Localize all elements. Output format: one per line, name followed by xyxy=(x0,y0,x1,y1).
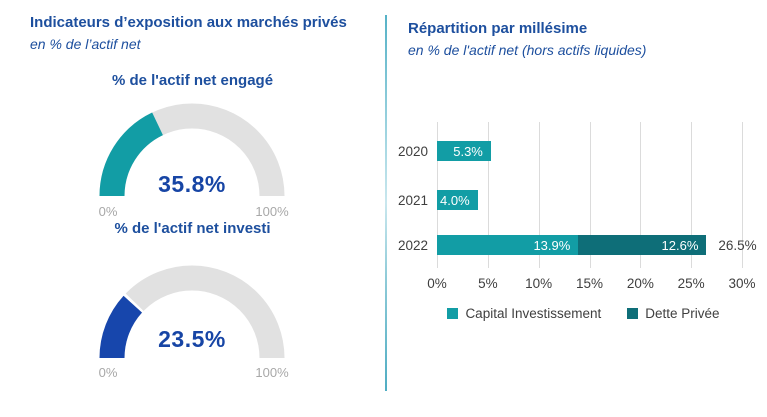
gridline xyxy=(538,122,540,268)
gridline xyxy=(742,122,743,268)
year-label-2022: 2022 xyxy=(397,238,428,253)
left-panel-title: Indicateurs d’exposition aux marchés pri… xyxy=(30,14,347,31)
legend-item: Dette Privée xyxy=(627,306,720,321)
gridline xyxy=(487,122,489,268)
private-markets-panel: Indicateurs d’exposition aux marchés pri… xyxy=(30,14,347,380)
bar-value-label: 5.3% xyxy=(453,143,483,159)
bar-segment: 4.0% xyxy=(437,190,478,210)
year-label-2020: 2020 xyxy=(397,144,428,159)
legend-swatch xyxy=(447,308,459,319)
gauge-investi-title: % de l'actif net investi xyxy=(114,220,271,237)
x-tick-label: 0% xyxy=(427,276,447,291)
legend-label: Dette Privée xyxy=(645,306,720,321)
x-axis-ticks: 0% 5% 10% 15% 20% 25% 30% xyxy=(427,276,755,292)
gauge-engage-title: % de l'actif net engagé xyxy=(111,72,274,89)
x-tick-label: 20% xyxy=(626,276,654,291)
x-tick-label: 5% xyxy=(478,276,498,291)
bar-row-2021: 4.0% xyxy=(437,190,742,210)
gauge-engage-value: 35.8% xyxy=(158,171,226,197)
legend-label: Capital Investissement xyxy=(465,306,602,321)
gauge-investi-max-label: 100% xyxy=(255,365,289,380)
bar-segment: 12.6% xyxy=(578,235,707,255)
bar-total-label: 26.5% xyxy=(718,238,757,253)
gridline xyxy=(589,122,591,268)
x-tick-label: 10% xyxy=(525,276,553,291)
gauge-investi-value: 23.5% xyxy=(158,326,226,352)
bar-row-2020: 5.3% xyxy=(437,141,742,161)
x-tick-label: 25% xyxy=(677,276,705,291)
left-panel-subtitle: en % de l’actif net xyxy=(30,36,141,52)
bar-value-label: 13.9% xyxy=(533,237,571,253)
right-panel-title: Répartition par millésime xyxy=(408,20,588,37)
x-tick-label: 15% xyxy=(575,276,604,291)
right-panel-subtitle: en % de l'actif net (hors actifs liquide… xyxy=(408,42,647,58)
vertical-divider xyxy=(385,15,387,391)
legend: Capital Investissement Dette Privée xyxy=(431,306,736,321)
bar-value-label: 12.6% xyxy=(661,237,699,253)
gauge-engage-chart xyxy=(99,103,285,197)
gridline xyxy=(691,122,693,268)
gauge-investi-min-label: 0% xyxy=(98,365,118,380)
gauge-fill-arc xyxy=(99,103,285,197)
gridline xyxy=(640,122,642,268)
legend-swatch xyxy=(627,308,639,319)
bar-chart-plot: 5.3% 4.0% 13.9% 12.6% 26.5% xyxy=(437,122,757,268)
bar-row-2022: 13.9% 12.6% 26.5% xyxy=(437,235,757,255)
bar-segment: 5.3% xyxy=(437,141,491,161)
bar-value-label: 4.0% xyxy=(440,192,470,208)
gauge-investi-chart xyxy=(98,264,286,359)
x-tick-label: 30% xyxy=(728,276,756,291)
year-label-2021: 2021 xyxy=(397,193,428,208)
gauge-engage-max-label: 100% xyxy=(255,204,289,219)
gauge-fill-arc xyxy=(99,265,285,359)
bar-segment: 13.9% xyxy=(437,235,579,255)
millesime-panel: Répartition par millésime en % de l'acti… xyxy=(386,0,767,417)
legend-item: Capital Investissement xyxy=(447,306,601,321)
gauge-engage-min-label: 0% xyxy=(98,204,118,219)
